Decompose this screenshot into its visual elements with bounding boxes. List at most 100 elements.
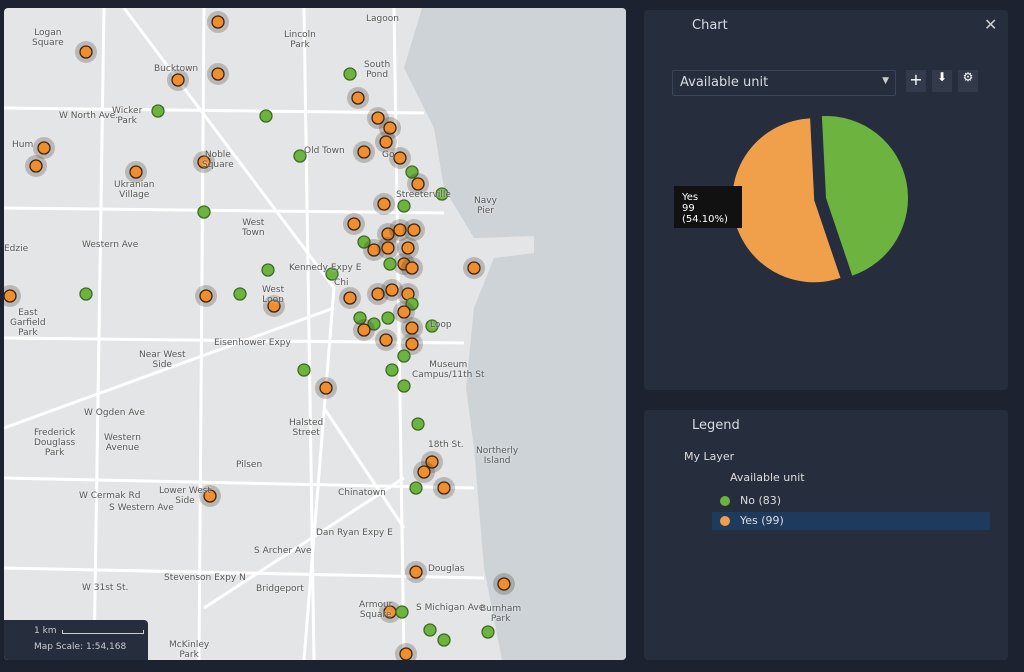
- map-label: Stevenson Expy N: [164, 573, 246, 583]
- legend-item[interactable]: Yes (99): [712, 512, 990, 530]
- map-label: Wicker Park: [112, 106, 143, 126]
- map-point: [395, 605, 409, 619]
- map-point: [423, 623, 437, 637]
- map-label: Navy Pier: [474, 196, 497, 216]
- map-point: [397, 349, 411, 363]
- map-label: Lagoon: [366, 14, 399, 24]
- map[interactable]: Logan Square Bucktown Wicker Park W North A…: [4, 8, 626, 660]
- map-point: [383, 121, 397, 135]
- map-point: [405, 165, 419, 179]
- tooltip-label: Yes: [682, 192, 699, 203]
- map-point: [409, 565, 423, 579]
- add-button[interactable]: +: [906, 70, 926, 92]
- map-point: [481, 625, 495, 639]
- map-point: [383, 257, 397, 271]
- layer-name: My Layer: [684, 450, 735, 463]
- legend-item[interactable]: No (83): [712, 492, 990, 510]
- dropdown[interactable]: Available unit ▼: [672, 70, 896, 96]
- map-point: [381, 311, 395, 325]
- map-label: Bucktown: [154, 64, 199, 74]
- map-point: [343, 67, 357, 81]
- map-point: [367, 243, 381, 257]
- map-point: [381, 227, 395, 241]
- map-label: Logan Square: [32, 28, 64, 48]
- map-label: Western Avenue: [104, 433, 141, 453]
- panel-title: Chart: [692, 18, 728, 33]
- map-label: W 31st St.: [82, 583, 129, 593]
- map-label: W Ogden Ave: [84, 408, 145, 418]
- map-label: Northerly Island: [476, 446, 519, 466]
- map-point: [377, 197, 391, 211]
- map-point: [259, 109, 273, 123]
- map-point: [211, 15, 225, 29]
- map-point: [199, 289, 213, 303]
- map-point: [435, 187, 449, 201]
- map-label: Lincoln Park: [284, 30, 316, 50]
- map-label: South Pond: [364, 60, 391, 80]
- map-point: [401, 241, 415, 255]
- map-point: [211, 67, 225, 81]
- map-label: East Garfield Park: [10, 308, 46, 338]
- map-point: [379, 135, 393, 149]
- field-name: Available unit: [730, 471, 805, 484]
- map-point: [233, 287, 247, 301]
- map-point: [293, 149, 307, 163]
- map-point: [367, 317, 381, 331]
- close-button[interactable]: ✕: [984, 15, 998, 34]
- map-point: [437, 481, 451, 495]
- map-canvas: [4, 8, 626, 660]
- map-label: Loop: [430, 320, 452, 330]
- dropdown-text: Available unit: [680, 75, 769, 90]
- scale-distance: 1 km: [34, 626, 57, 636]
- map-label: 18th St.: [428, 440, 464, 450]
- map-point: [437, 633, 451, 647]
- map-point: [197, 155, 211, 169]
- map-point: [325, 267, 339, 281]
- map-point: [393, 151, 407, 165]
- map-point: [351, 91, 365, 105]
- map-point: [353, 311, 367, 325]
- map-point: [385, 283, 399, 297]
- map-label: Edzie: [4, 244, 29, 254]
- map-point: [467, 261, 481, 275]
- map-point: [151, 104, 165, 118]
- map-label: S Western Ave: [109, 503, 174, 513]
- map-label: Hum: [12, 140, 34, 150]
- map-point: [347, 217, 361, 231]
- map-point: [297, 363, 311, 377]
- map-point: [425, 455, 439, 469]
- chart-panel: Chart ✕ Available unit ▼ + ⬇ ⚙ Yes 99 (5…: [644, 10, 1008, 390]
- map-label: W North Ave.: [59, 111, 119, 121]
- map-label: Noble Square: [202, 150, 234, 170]
- map-point: [397, 305, 411, 319]
- tooltip-text: 99 (54.10%): [682, 203, 728, 225]
- map-point: [405, 297, 419, 311]
- map-label: Halsted Street: [289, 418, 324, 438]
- map-label: West Town: [242, 218, 265, 238]
- map-point: [4, 289, 17, 303]
- map-label: Eisenhower Expy: [214, 338, 291, 348]
- map-label: S Michigan Ave: [416, 603, 485, 613]
- scale-box: 1 km Map Scale: 1:54,168: [4, 620, 148, 660]
- map-point: [371, 287, 385, 301]
- scale-bar: [62, 630, 144, 634]
- map-point: [37, 141, 51, 155]
- map-point: [425, 319, 439, 333]
- map-label: West Loop: [262, 285, 285, 305]
- map-label: Museum Campus/11th St: [412, 360, 485, 380]
- settings-button[interactable]: ⚙: [958, 70, 978, 92]
- pie-chart: [732, 116, 908, 283]
- download-button[interactable]: ⬇: [932, 70, 952, 92]
- map-label: Bridgeport: [256, 584, 304, 594]
- map-label: W Cermak Rd: [79, 491, 141, 501]
- map-point: [411, 177, 425, 191]
- map-label: Go: [382, 150, 395, 160]
- map-point: [409, 481, 423, 495]
- scale-text: Map Scale: 1:54,168: [34, 642, 127, 652]
- map-point: [129, 165, 143, 179]
- map-point: [79, 287, 93, 301]
- map-label: Ukranian Village: [114, 180, 155, 200]
- map-label: Burnham Park: [480, 604, 522, 624]
- map-point: [497, 577, 511, 591]
